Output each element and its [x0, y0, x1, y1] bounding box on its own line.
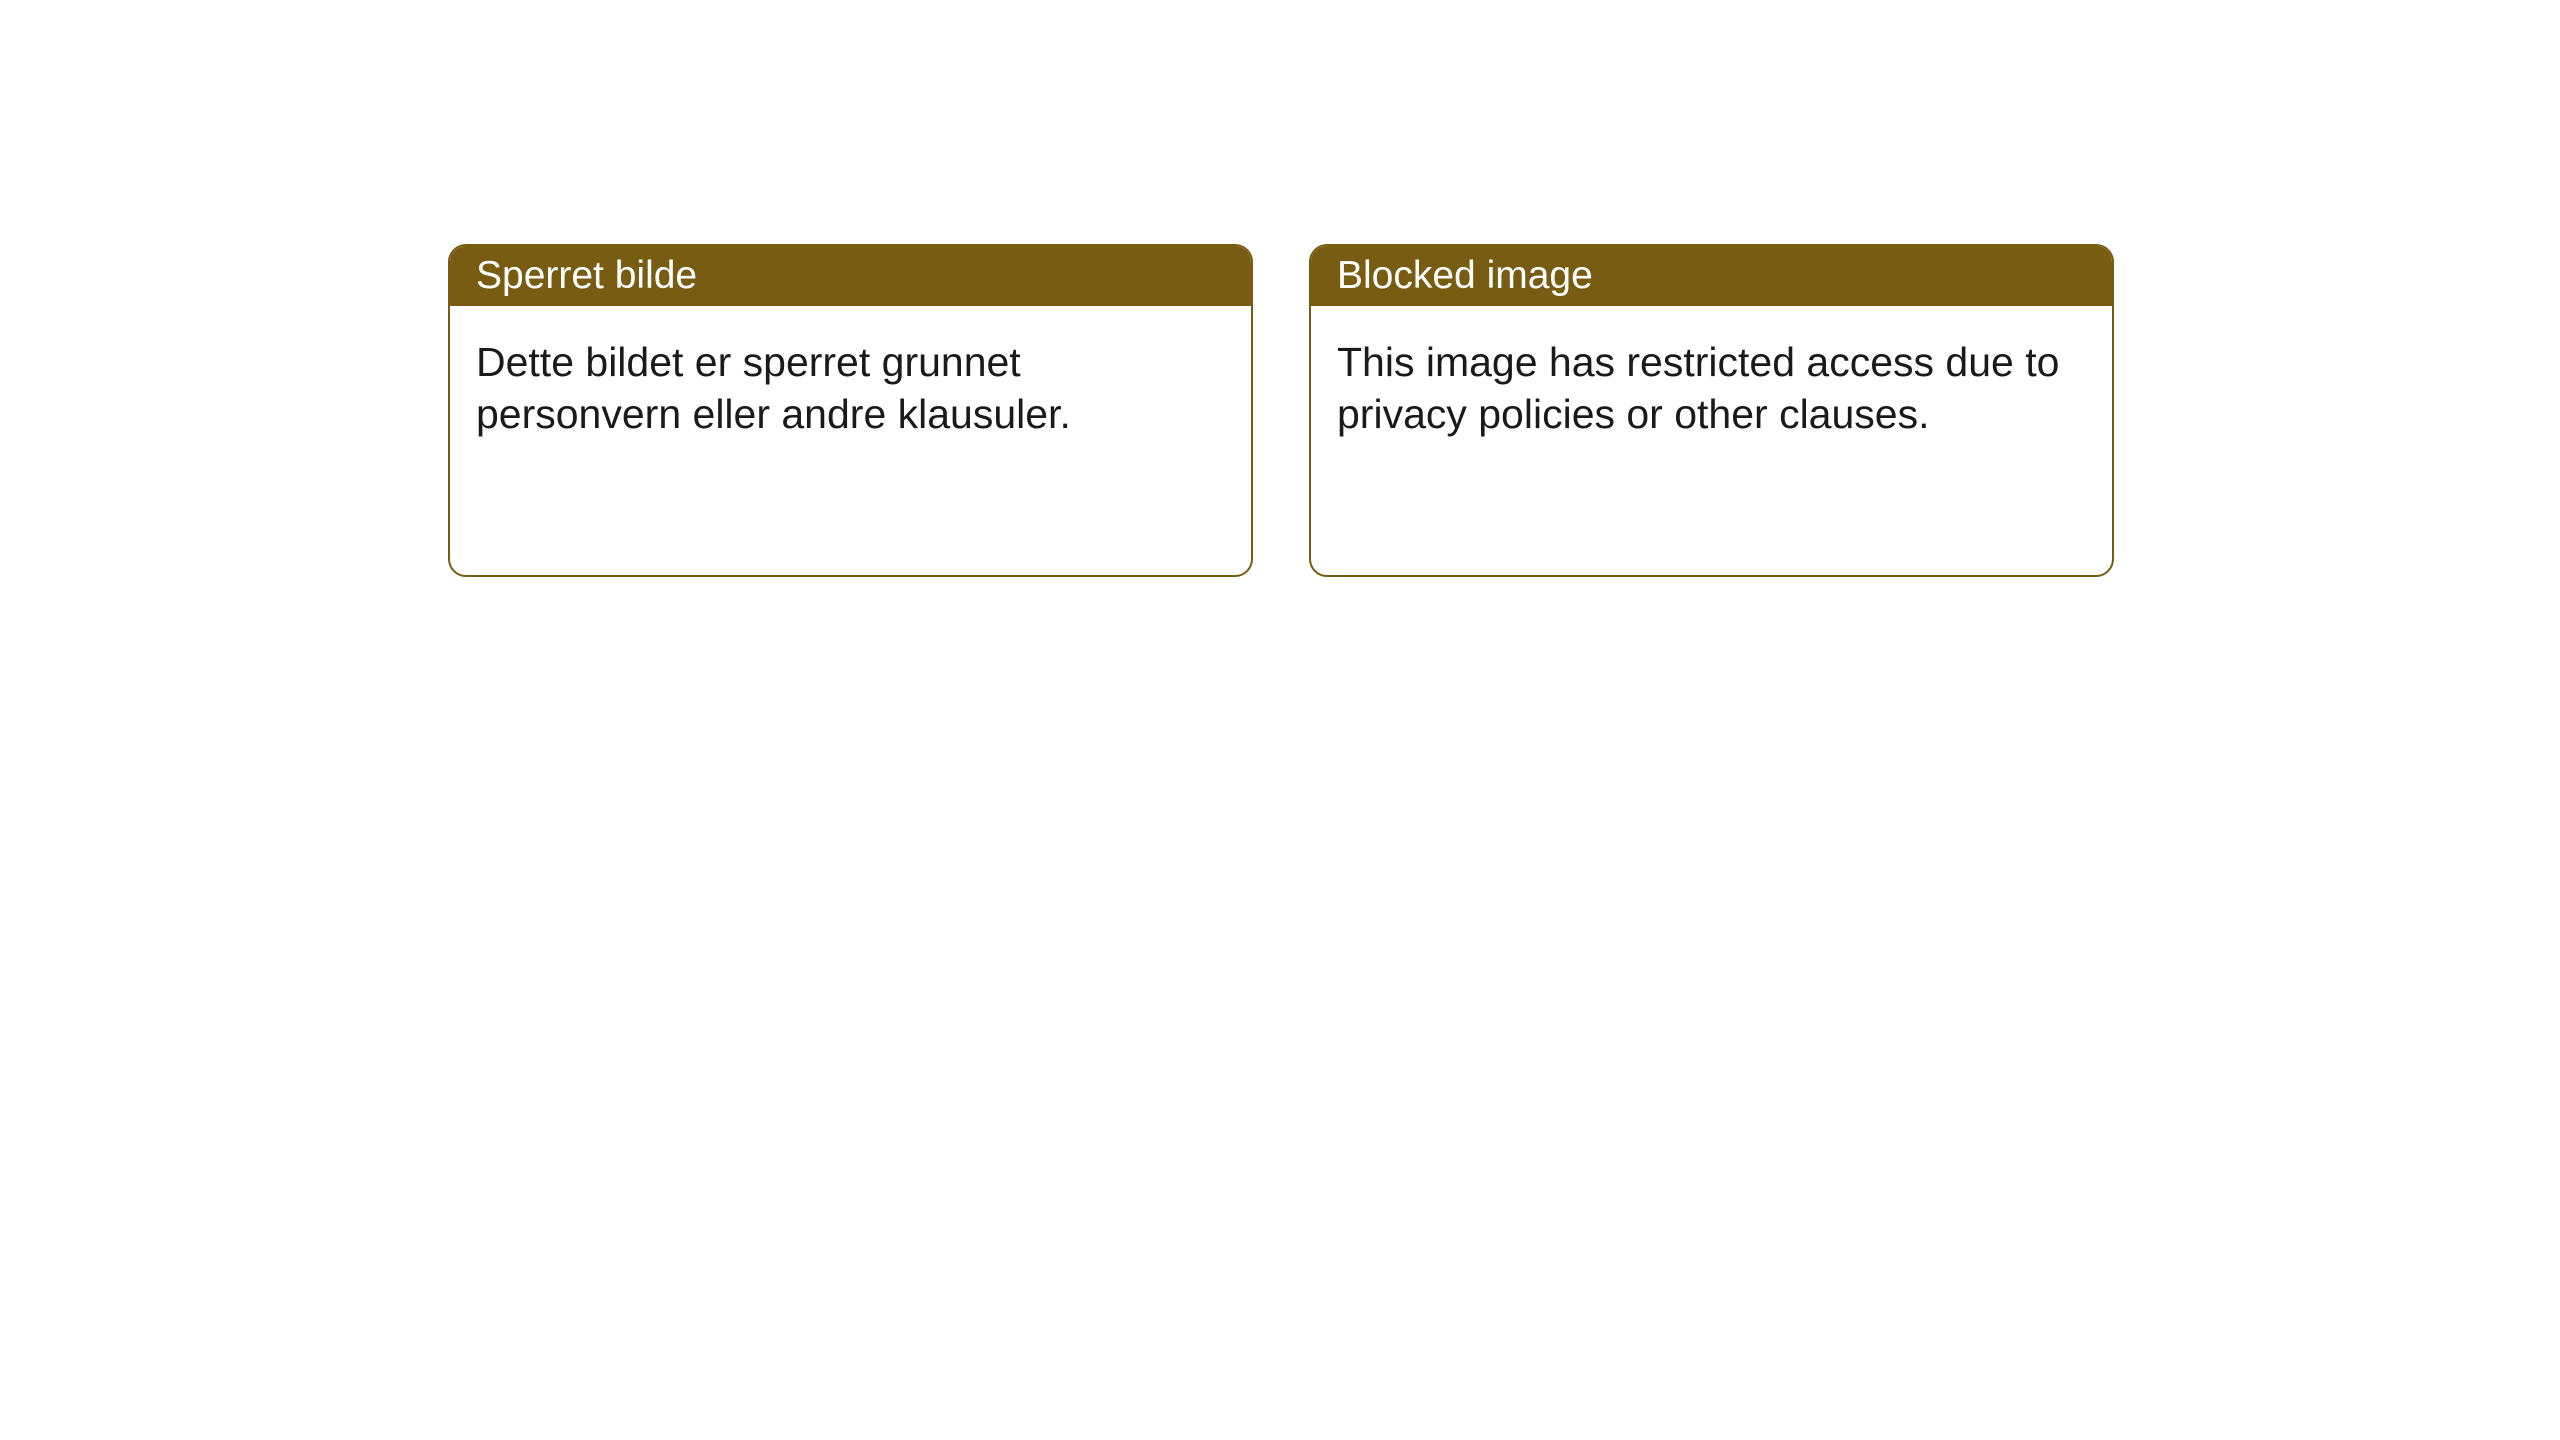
info-cards-container: Sperret bilde Dette bildet er sperret gr…: [448, 244, 2114, 577]
info-card-norwegian: Sperret bilde Dette bildet er sperret gr…: [448, 244, 1253, 577]
card-body-text: Dette bildet er sperret grunnet personve…: [476, 339, 1071, 437]
card-body: Dette bildet er sperret grunnet personve…: [450, 306, 1251, 471]
card-header: Blocked image: [1311, 246, 2112, 306]
info-card-english: Blocked image This image has restricted …: [1309, 244, 2114, 577]
card-body-text: This image has restricted access due to …: [1337, 339, 2059, 437]
card-title: Blocked image: [1337, 254, 1593, 298]
card-header: Sperret bilde: [450, 246, 1251, 306]
card-title: Sperret bilde: [476, 254, 697, 298]
card-body: This image has restricted access due to …: [1311, 306, 2112, 471]
